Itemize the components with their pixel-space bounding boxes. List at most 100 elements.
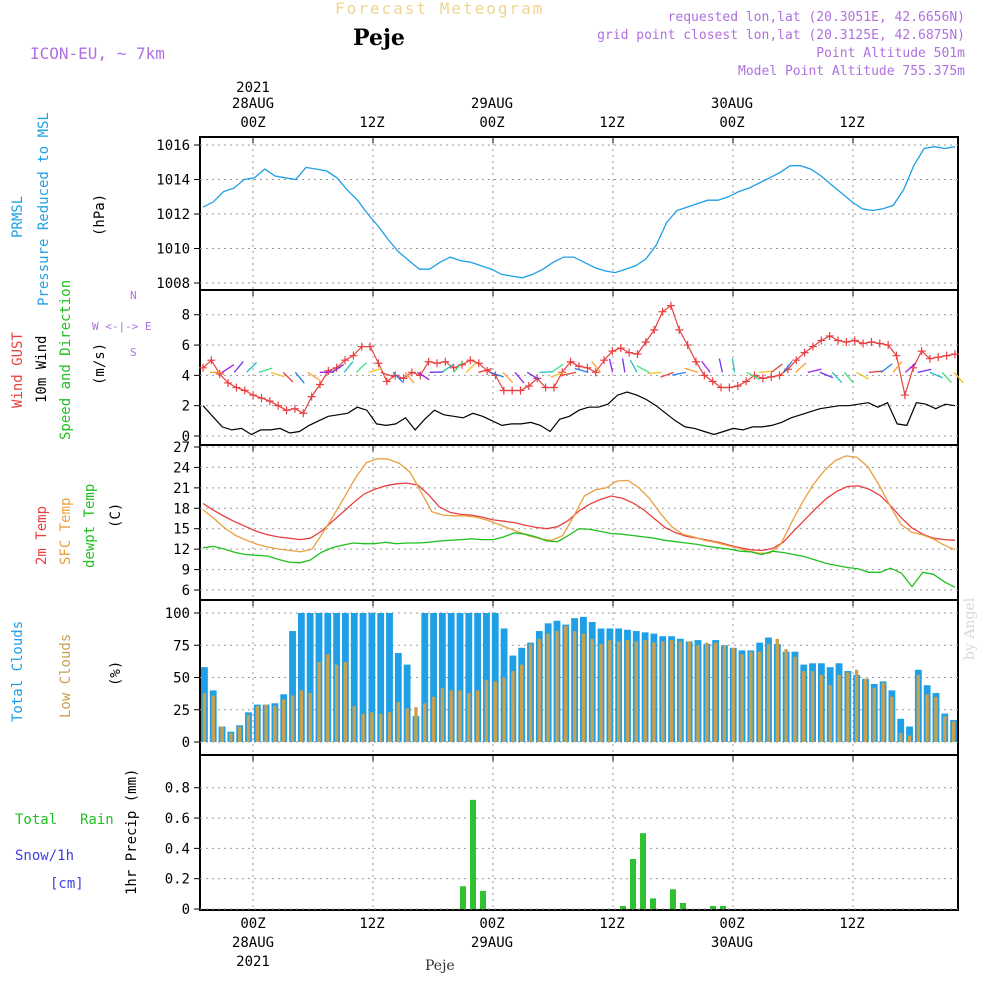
low-cloud-bar xyxy=(669,640,674,742)
low-cloud-bar xyxy=(449,690,453,742)
gust-point xyxy=(800,348,809,357)
pressure-label-msl: Pressure Reduced to MSL xyxy=(36,112,52,306)
wind-direction-arrow xyxy=(233,361,244,373)
total-cloud-bar xyxy=(368,613,376,742)
gust-point xyxy=(407,368,416,377)
gust-point xyxy=(232,383,241,392)
temp-2m-line xyxy=(202,482,956,552)
gust-point xyxy=(951,350,959,359)
rain-bar xyxy=(620,905,626,909)
gust-point xyxy=(917,347,926,356)
precip-snow-unit: [cm] xyxy=(50,876,84,892)
wind-direction-arrow xyxy=(355,362,367,373)
compass-n: N xyxy=(130,289,137,302)
total-cloud-bar xyxy=(465,613,473,742)
low-cloud-bar xyxy=(378,713,383,742)
gust-line xyxy=(202,304,956,415)
low-cloud-bar xyxy=(572,631,577,742)
gust-point xyxy=(382,377,391,386)
bottom-day-label-3: 30AUG xyxy=(711,935,753,951)
gust-point xyxy=(432,359,441,368)
wind-direction-arrow xyxy=(368,367,383,373)
low-cloud-bar xyxy=(423,703,427,742)
low-cloud-bar xyxy=(819,674,824,742)
gust-point xyxy=(892,351,901,360)
low-cloud-bar xyxy=(431,696,436,742)
rain-bar xyxy=(680,902,686,909)
wind-direction-arrow xyxy=(892,360,903,373)
gust-point xyxy=(884,341,893,350)
wind-direction-arrow xyxy=(917,368,932,373)
gust-point xyxy=(608,347,617,356)
low-clouds-label: Low Clouds xyxy=(58,634,74,718)
low-cloud-bar xyxy=(802,671,806,742)
rain-bar xyxy=(460,886,466,909)
temp-unit: (C) xyxy=(108,503,124,528)
low-cloud-bar xyxy=(731,647,735,742)
ytick-label: 100 xyxy=(165,606,190,622)
wind-direction-arrow xyxy=(671,371,686,376)
low-cloud-bar xyxy=(749,651,753,742)
low-cloud-bar xyxy=(528,643,533,742)
total-cloud-bar xyxy=(483,613,490,742)
total-cloud-bar xyxy=(377,613,385,742)
low-cloud-bar xyxy=(766,643,771,742)
low-cloud-bar xyxy=(546,633,550,742)
total-cloud-bar xyxy=(447,613,455,742)
gust-point xyxy=(341,356,350,365)
gust-point xyxy=(499,386,508,395)
wind-direction-arrow xyxy=(701,360,711,373)
ytick-label: 0.8 xyxy=(165,781,190,797)
bottom-day-label-2: 29AUG xyxy=(471,935,513,951)
pressure-label-prmsl: PRMSL xyxy=(10,196,26,238)
rain-bar xyxy=(710,905,716,909)
low-cloud-bar xyxy=(493,681,497,742)
top-hour-label-2: 12Z xyxy=(359,115,384,131)
precip-axis-label: 1hr Precip (mm) xyxy=(124,769,140,895)
low-cloud-bar xyxy=(440,687,445,742)
wind-direction-arrow xyxy=(660,371,674,378)
gust-point xyxy=(508,386,517,395)
gust-point xyxy=(859,339,868,348)
wind-direction-arrow xyxy=(647,371,662,375)
low-cloud-bar xyxy=(890,696,894,742)
pressure-line xyxy=(202,146,956,279)
ytick-label: 0 xyxy=(182,429,190,445)
top-day-label-2: 29AUG xyxy=(471,96,513,112)
ytick-label: 1008 xyxy=(156,276,190,292)
gust-point xyxy=(349,351,358,360)
bottom-hour-label-5: 00Z xyxy=(719,916,744,932)
low-cloud-bar xyxy=(828,685,832,742)
temp-2m-label: 2m Temp xyxy=(34,506,50,565)
low-cloud-bar xyxy=(308,692,312,742)
requested-coordinates: requested lon,lat (20.3051E, 42.6656N) xyxy=(667,10,965,25)
low-cloud-bar xyxy=(899,732,903,742)
ytick-label: 50 xyxy=(173,671,190,687)
gust-point xyxy=(224,378,233,387)
total-cloud-bar xyxy=(474,613,482,742)
wind-direction-arrow xyxy=(514,371,525,384)
low-cloud-bar xyxy=(370,712,374,742)
wind-direction-arrow xyxy=(591,360,601,373)
low-cloud-bar xyxy=(484,680,489,742)
ytick-label: 0 xyxy=(182,902,190,918)
total-cloud-bar xyxy=(430,613,437,742)
low-cloud-bar xyxy=(290,695,295,742)
footer-location: Peje xyxy=(425,958,455,974)
wind-direction-arrow xyxy=(526,371,540,381)
ytick-label: 21 xyxy=(173,481,190,497)
low-cloud-bar xyxy=(634,641,638,742)
temp-dew-label: dewpt Temp xyxy=(82,484,98,568)
low-cloud-bar xyxy=(881,682,885,742)
wind-direction-arrow xyxy=(478,367,493,373)
gust-point xyxy=(925,354,934,363)
wind-direction-arrow xyxy=(551,363,564,373)
location-title: Peje xyxy=(353,25,405,51)
rain-bar xyxy=(640,833,646,909)
wind-direction-arrow xyxy=(904,362,917,373)
top-hour-label-6: 12Z xyxy=(839,115,864,131)
wind-direction-arrow xyxy=(270,371,285,378)
low-cloud-bar xyxy=(943,716,947,742)
low-cloud-bar xyxy=(925,694,929,742)
top-hour-label-1: 00Z xyxy=(240,115,265,131)
